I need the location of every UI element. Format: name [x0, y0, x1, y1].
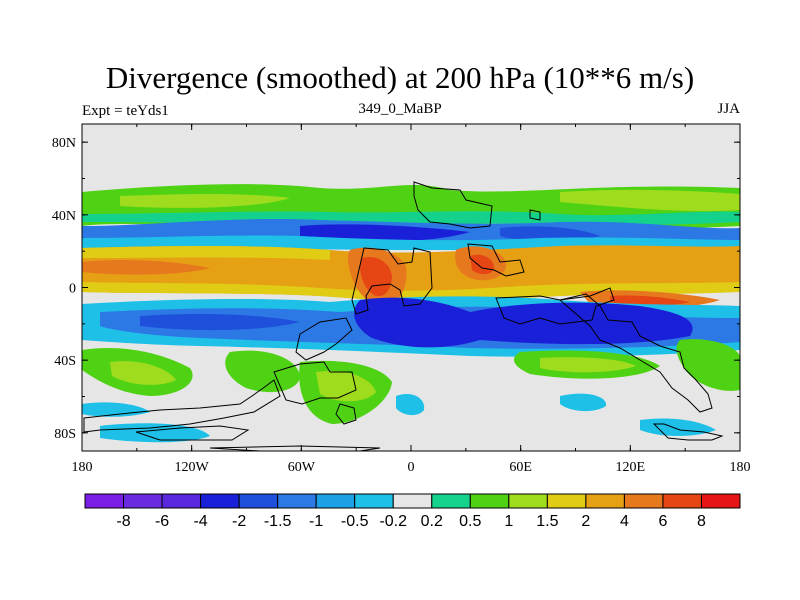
contour-fill [560, 393, 607, 412]
lon-tick-label: 0 [408, 460, 415, 475]
lon-tick-label: 60E [509, 460, 532, 475]
season-label: JJA [717, 101, 740, 117]
colorbar-swatch [623, 493, 664, 509]
colorbar-label: -6 [155, 513, 169, 530]
lon-tick-label: 60W [288, 460, 316, 475]
colorbar-label: 6 [658, 513, 667, 530]
map-title: Divergence (smoothed) at 200 hPa (10**6 … [105, 60, 695, 95]
colorbar [84, 493, 741, 509]
colorbar-label: -0.2 [379, 513, 407, 530]
colorbar-swatch [277, 493, 317, 509]
experiment-label: Expt = teYds1 [82, 103, 169, 119]
contour-fill [120, 194, 290, 208]
colorbar-label: -4 [193, 513, 207, 530]
run-label: 349_0_MaBP [358, 101, 442, 117]
colorbar-swatch [546, 493, 587, 509]
colorbar-label: -8 [116, 513, 130, 530]
lon-tick-label: 120W [175, 460, 210, 475]
lon-tick-label: 120E [616, 460, 646, 475]
lat-tick-label: 0 [69, 282, 76, 297]
contour-fill [82, 282, 740, 303]
colorbar-swatch [354, 493, 394, 509]
latitude-axis: 80N 40N 0 40S 80S [52, 136, 740, 442]
colorbar-swatch [200, 493, 240, 509]
colorbar-swatch [238, 493, 279, 509]
colorbar-swatch [585, 493, 625, 509]
colorbar-swatch [700, 493, 741, 509]
colorbar-label: -2 [232, 513, 246, 530]
colorbar-swatch [315, 493, 356, 509]
colorbar-label: 2 [581, 513, 590, 530]
contour-fill [225, 350, 300, 393]
colorbar-label: -0.5 [341, 513, 369, 530]
colorbar-label: 8 [697, 513, 706, 530]
colorbar-label: 0.5 [459, 513, 481, 530]
colorbar-swatch [161, 493, 202, 509]
contour-fill [676, 339, 740, 391]
colorbar-label: 4 [620, 513, 629, 530]
longitude-axis: 180 120W 60W 0 60E 120E 180 [72, 124, 751, 475]
lon-tick-label: 180 [72, 460, 93, 475]
lat-tick-label: 40N [52, 209, 76, 224]
contour-fill [316, 370, 376, 402]
divergence-field [82, 124, 740, 451]
colorbar-label: 1 [504, 513, 513, 530]
colorbar-swatch [662, 493, 702, 509]
lat-tick-label: 80S [54, 427, 76, 442]
contour-fill [140, 314, 300, 331]
contour-fill [396, 393, 425, 416]
contour-fill [110, 361, 176, 385]
colorbar-swatch [84, 493, 125, 509]
contour-fill [560, 189, 740, 212]
contour-fill [82, 260, 210, 275]
lon-tick-label: 180 [730, 460, 751, 475]
colorbar-swatch [123, 493, 163, 509]
contour-fill [300, 224, 470, 242]
colorbar-swatch [469, 493, 510, 509]
colorbar-label: -1.5 [264, 513, 292, 530]
colorbar-label: 0.2 [421, 513, 443, 530]
contour-fill [540, 357, 636, 373]
coastline-outline [83, 181, 724, 451]
colorbar-label: -1 [309, 513, 323, 530]
lat-tick-label: 40S [54, 354, 76, 369]
colorbar-label: 1.5 [536, 513, 558, 530]
contour-fill [82, 246, 330, 260]
colorbar-labels: -8 -6 -4 -2 -1.5 -1 -0.5 -0.2 0.2 0.5 1 1.5 2 4 6 8 [116, 513, 706, 530]
contour-fill [360, 256, 392, 297]
contour-fill [610, 295, 690, 306]
colorbar-swatch [508, 493, 548, 509]
lat-tick-label: 80N [52, 136, 76, 151]
colorbar-swatch [431, 493, 471, 509]
colorbar-swatch [392, 493, 433, 509]
